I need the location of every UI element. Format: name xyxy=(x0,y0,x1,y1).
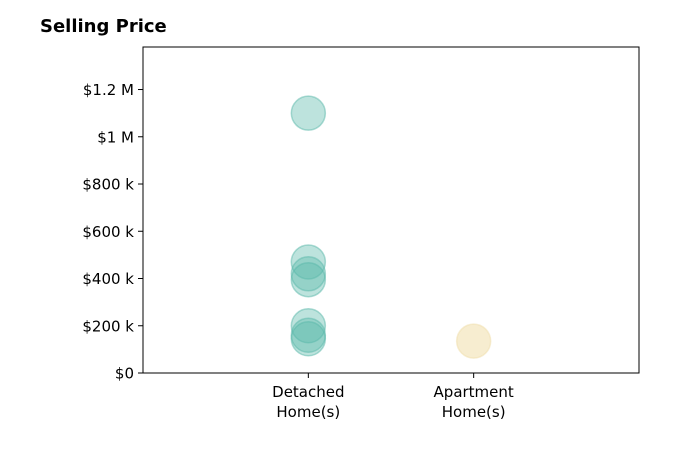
y-tick-label: $0 xyxy=(115,365,134,383)
x-tick-label: Detached Home(s) xyxy=(272,383,344,421)
data-point xyxy=(290,261,327,298)
data-points xyxy=(290,95,492,359)
y-tick-label: $200 k xyxy=(82,317,134,335)
x-axis: Detached Home(s) Apartment Home(s) xyxy=(272,373,514,421)
plot-frame xyxy=(142,46,640,374)
x-tick-label: Apartment Home(s) xyxy=(434,383,514,421)
y-tick-label: $600 k xyxy=(82,223,134,241)
chart-title: Selling Price xyxy=(40,16,167,37)
data-point xyxy=(290,320,327,357)
y-tick-label: $800 k xyxy=(82,176,134,194)
y-axis: $0 $200 k $400 k $600 k $800 k $1 M $1.2 M xyxy=(82,81,143,383)
data-point xyxy=(290,308,327,344)
y-tick-label: $1 M xyxy=(97,128,134,146)
data-point xyxy=(455,323,492,359)
data-point xyxy=(290,95,327,131)
y-tick-label: $400 k xyxy=(82,270,134,288)
y-tick-label: $1.2 M xyxy=(83,81,134,99)
